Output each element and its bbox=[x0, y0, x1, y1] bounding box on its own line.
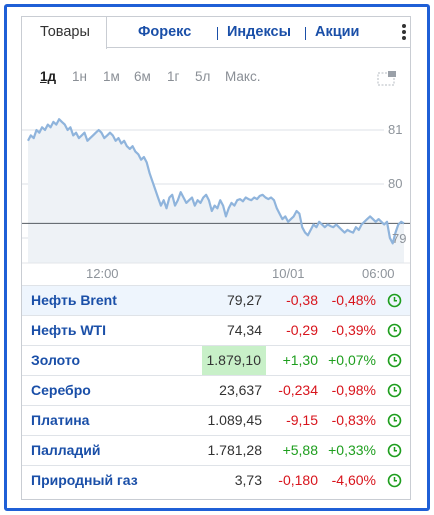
kebab-menu-icon[interactable] bbox=[400, 24, 408, 42]
tab-separator bbox=[305, 27, 306, 40]
commodity-name-link[interactable]: Природный газ bbox=[31, 472, 138, 488]
commodity-change-percent: -0,48% bbox=[331, 292, 376, 308]
commodity-change: -0,38 bbox=[286, 292, 318, 308]
commodity-price: 1.879,10 bbox=[201, 346, 266, 375]
commodity-change: -0,234 bbox=[278, 382, 318, 398]
tab-forex[interactable]: Форекс bbox=[138, 24, 192, 40]
commodity-change-percent: -0,98% bbox=[331, 382, 376, 398]
commodity-change-percent: +0,07% bbox=[328, 352, 376, 368]
clock-icon bbox=[387, 413, 402, 428]
period-max[interactable]: Макс. bbox=[225, 69, 261, 84]
price-area bbox=[28, 119, 404, 263]
commodity-name-link[interactable]: Нефть WTI bbox=[31, 322, 106, 338]
y-tick-label: 81 bbox=[388, 122, 403, 137]
tab-stocks[interactable]: Акции bbox=[315, 24, 360, 40]
period-1m[interactable]: 1м bbox=[103, 69, 120, 84]
commodity-change: -0,29 bbox=[286, 322, 318, 338]
clock-icon bbox=[387, 473, 402, 488]
tab-bar: Товары Форекс Индексы Акции bbox=[22, 17, 410, 49]
commodity-name-link[interactable]: Золото bbox=[31, 352, 81, 368]
commodity-change-percent: -0,83% bbox=[331, 412, 376, 428]
x-tick-label: 10/01 bbox=[272, 266, 305, 281]
clock-icon bbox=[387, 383, 402, 398]
table-row[interactable]: Нефть WTI 74,34 -0,29 -0,39% bbox=[22, 315, 410, 345]
price-chart-svg bbox=[22, 107, 410, 264]
clock-icon bbox=[387, 323, 402, 338]
table-row[interactable]: Платина 1.089,45 -9,15 -0,83% bbox=[22, 405, 410, 435]
commodity-price: 3,73 bbox=[234, 472, 262, 488]
commodity-name-link[interactable]: Нефть Brent bbox=[31, 292, 117, 308]
period-1w[interactable]: 1н bbox=[72, 69, 87, 84]
commodity-change-percent: -0,39% bbox=[331, 322, 376, 338]
clock-icon bbox=[387, 293, 402, 308]
table-row[interactable]: Природный газ 3,73 -0,180 -4,60% bbox=[22, 465, 410, 495]
tab-separator bbox=[217, 27, 218, 40]
x-tick-label: 06:00 bbox=[362, 266, 395, 281]
commodity-price: 79,27 bbox=[226, 292, 262, 308]
commodity-price: 1.089,45 bbox=[207, 412, 263, 428]
commodity-name-link[interactable]: Серебро bbox=[31, 382, 91, 398]
price-chart: 81 80 79 12:00 10/01 06:00 bbox=[22, 107, 410, 285]
commodities-table: Нефть Brent 79,27 -0,38 -0,48% Нефть WTI 74,3… bbox=[22, 285, 410, 495]
commodity-change: -0,180 bbox=[278, 472, 318, 488]
commodity-price: 1.781,28 bbox=[207, 442, 263, 458]
commodity-change-percent: -4,60% bbox=[331, 472, 376, 488]
commodity-change: +5,88 bbox=[282, 442, 318, 458]
commodity-change: -9,15 bbox=[286, 412, 318, 428]
table-row[interactable]: Палладий 1.781,28 +5,88 +0,33% bbox=[22, 435, 410, 465]
commodity-name-link[interactable]: Палладий bbox=[31, 442, 101, 458]
period-6m[interactable]: 6м bbox=[134, 69, 151, 84]
period-1y[interactable]: 1г bbox=[167, 69, 180, 84]
y-tick-label: 80 bbox=[388, 176, 403, 191]
commodity-change: +1,30 bbox=[282, 352, 318, 368]
clock-icon bbox=[387, 353, 402, 368]
commodity-name-link[interactable]: Платина bbox=[31, 412, 90, 428]
tab-indices[interactable]: Индексы bbox=[227, 24, 291, 40]
y-tick-label: 79 bbox=[392, 231, 407, 246]
table-row[interactable]: Серебро 23,637 -0,234 -0,98% bbox=[22, 375, 410, 405]
period-1d[interactable]: 1д bbox=[40, 69, 57, 84]
commodity-price: 74,34 bbox=[226, 322, 262, 338]
commodity-change-percent: +0,33% bbox=[328, 442, 376, 458]
clock-icon bbox=[387, 443, 402, 458]
price-line bbox=[27, 118, 405, 245]
table-row[interactable]: Нефть Brent 79,27 -0,38 -0,48% bbox=[22, 285, 410, 315]
table-row[interactable]: Золото 1.879,10 +1,30 +0,07% bbox=[22, 345, 410, 375]
commodity-price: 23,637 bbox=[219, 382, 262, 398]
tab-commodities[interactable]: Товары bbox=[22, 17, 107, 49]
x-tick-label: 12:00 bbox=[86, 266, 119, 281]
commodities-widget: Товары Форекс Индексы Акции 1д 1н 1м 6м … bbox=[21, 16, 411, 500]
period-5y[interactable]: 5л bbox=[195, 69, 211, 84]
expand-chart-icon[interactable] bbox=[377, 70, 397, 86]
